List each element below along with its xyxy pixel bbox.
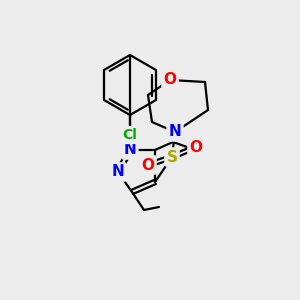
Text: N: N [124, 142, 136, 158]
Text: S: S [167, 149, 178, 164]
Text: O: O [142, 158, 154, 172]
Text: O: O [190, 140, 202, 154]
Text: O: O [164, 73, 176, 88]
Text: N: N [169, 124, 182, 140]
Text: Cl: Cl [123, 128, 137, 142]
Text: N: N [112, 164, 124, 179]
